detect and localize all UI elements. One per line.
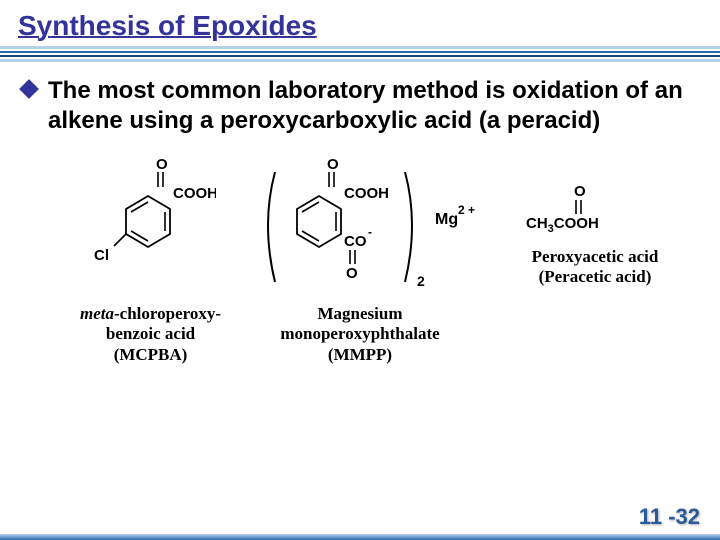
page-number: 11 -32 [639,504,700,530]
cl-label: Cl [94,247,109,264]
svg-text:-: - [368,225,372,239]
cooh-label: COOH [173,185,216,202]
structures-area: O COOH Cl meta-chloroperoxy- benzoic aci… [0,154,720,434]
mcpba-name: meta-chloroperoxy- benzoic acid (MCPBA) [80,304,221,365]
main-text: The most common laboratory method is oxi… [48,76,692,136]
o-label: O [156,156,168,173]
benzene-mmpp-icon: O COOH CO - O 2 Mg 2 + [255,154,485,299]
structure-peracetic: O CH3COOH Peroxyacetic acid (Peracetic a… [520,182,670,288]
svg-text:Mg: Mg [435,211,458,228]
benzene-mcpba-icon: O COOH Cl [86,154,216,299]
structure-mcpba: O COOH Cl meta-chloroperoxy- benzoic aci… [80,154,221,365]
svg-text:CO: CO [344,233,367,250]
svg-text:CH3COOH: CH3COOH [526,215,599,235]
peracetic-icon: O CH3COOH [520,182,670,242]
body-text-block: The most common laboratory method is oxi… [0,76,720,136]
peracetic-name: Peroxyacetic acid (Peracetic acid) [520,247,670,288]
structure-mmpp: O COOH CO - O 2 Mg 2 + Magnesium monoper… [255,154,485,365]
svg-text:O: O [346,265,358,282]
bottom-stripe [0,534,720,540]
bullet-icon [19,79,39,99]
svg-text:O: O [574,183,586,200]
decorative-stripe [0,46,720,62]
svg-text:O: O [327,156,339,173]
title-bar: Synthesis of Epoxides [0,0,720,46]
svg-text:COOH: COOH [344,185,389,202]
svg-text:2 +: 2 + [458,203,475,217]
slide-title: Synthesis of Epoxides [18,10,702,42]
svg-text:2: 2 [417,273,425,289]
mmpp-name: Magnesium monoperoxyphthalate (MMPP) [235,304,485,365]
